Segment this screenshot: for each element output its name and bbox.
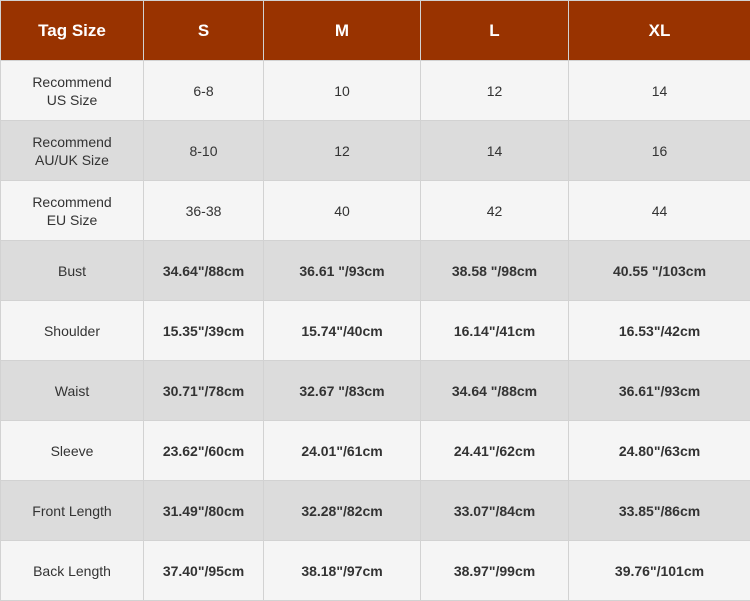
size-value-cell: 16.14"/41cm bbox=[420, 300, 569, 361]
table-row: Bust 34.64"/88cm 36.61 "/93cm 38.58 "/98cm 4… bbox=[0, 240, 750, 301]
size-value-cell: 8-10 bbox=[143, 120, 264, 181]
table-row: Sleeve 23.62"/60cm 24.01"/61cm 24.41"/62cm 2… bbox=[0, 420, 750, 481]
row-label-line1: Front Length bbox=[32, 502, 112, 519]
size-header-xl: XL bbox=[568, 0, 750, 61]
size-value-cell: 33.07"/84cm bbox=[420, 480, 569, 541]
size-value-cell: 24.01"/61cm bbox=[263, 420, 421, 481]
size-value-cell: 30.71"/78cm bbox=[143, 360, 264, 421]
size-header-m: M bbox=[263, 0, 421, 61]
size-value-cell: 38.97"/99cm bbox=[420, 540, 569, 601]
row-label-line1: Bust bbox=[57, 262, 86, 279]
size-value-cell: 39.76"/101cm bbox=[568, 540, 750, 601]
size-value-cell: 34.64 "/88cm bbox=[420, 360, 569, 421]
table-row: Recommend EU Size 36-38 40 42 44 bbox=[0, 180, 750, 241]
row-label-line1: Waist bbox=[54, 382, 90, 399]
size-value-cell: 40 bbox=[263, 180, 421, 241]
size-value-cell: 38.58 "/98cm bbox=[420, 240, 569, 301]
size-value-cell: 33.85"/86cm bbox=[568, 480, 750, 541]
row-label: Waist bbox=[0, 360, 144, 421]
row-label: Recommend AU/UK Size bbox=[0, 120, 144, 181]
row-label-line2: AU/UK Size bbox=[35, 151, 109, 168]
size-value-cell: 23.62"/60cm bbox=[143, 420, 264, 481]
size-value-cell: 40.55 "/103cm bbox=[568, 240, 750, 301]
table-row: Front Length 31.49"/80cm 32.28"/82cm 33.07"… bbox=[0, 480, 750, 541]
size-value-cell: 14 bbox=[420, 120, 569, 181]
size-value-cell: 15.35"/39cm bbox=[143, 300, 264, 361]
size-value-cell: 6-8 bbox=[143, 60, 264, 121]
size-value-cell: 16 bbox=[568, 120, 750, 181]
row-label: Bust bbox=[0, 240, 144, 301]
row-label-line1: Recommend bbox=[32, 73, 112, 90]
row-label-line1: Shoulder bbox=[43, 322, 101, 339]
header-row: Tag Size S M L XL bbox=[0, 0, 750, 61]
size-value-cell: 42 bbox=[420, 180, 569, 241]
size-header-s: S bbox=[143, 0, 264, 61]
size-value-cell: 24.41"/62cm bbox=[420, 420, 569, 481]
size-value-cell: 36-38 bbox=[143, 180, 264, 241]
table-row: Recommend US Size 6-8 10 12 14 bbox=[0, 60, 750, 121]
size-value-cell: 32.67 "/83cm bbox=[263, 360, 421, 421]
row-label-line2: US Size bbox=[46, 91, 98, 108]
row-label: Recommend EU Size bbox=[0, 180, 144, 241]
size-value-cell: 12 bbox=[263, 120, 421, 181]
table-row: Shoulder 15.35"/39cm 15.74"/40cm 16.14"/41c… bbox=[0, 300, 750, 361]
row-label: Back Length bbox=[0, 540, 144, 601]
size-value-cell: 32.28"/82cm bbox=[263, 480, 421, 541]
row-label: Shoulder bbox=[0, 300, 144, 361]
size-value-cell: 10 bbox=[263, 60, 421, 121]
row-label: Recommend US Size bbox=[0, 60, 144, 121]
row-label-line1: Recommend bbox=[32, 193, 112, 210]
tag-size-header: Tag Size bbox=[0, 0, 144, 61]
row-label-line1: Recommend bbox=[32, 133, 112, 150]
row-label: Sleeve bbox=[0, 420, 144, 481]
row-label-line1: Sleeve bbox=[50, 442, 94, 459]
size-value-cell: 31.49"/80cm bbox=[143, 480, 264, 541]
size-value-cell: 38.18"/97cm bbox=[263, 540, 421, 601]
size-header-l: L bbox=[420, 0, 569, 61]
size-value-cell: 36.61"/93cm bbox=[568, 360, 750, 421]
size-value-cell: 24.80"/63cm bbox=[568, 420, 750, 481]
row-label-line2: EU Size bbox=[46, 211, 98, 228]
size-value-cell: 44 bbox=[568, 180, 750, 241]
size-value-cell: 15.74"/40cm bbox=[263, 300, 421, 361]
size-value-cell: 12 bbox=[420, 60, 569, 121]
table-row: Waist 30.71"/78cm 32.67 "/83cm 34.64 "/88cm… bbox=[0, 360, 750, 421]
size-value-cell: 37.40"/95cm bbox=[143, 540, 264, 601]
size-value-cell: 36.61 "/93cm bbox=[263, 240, 421, 301]
size-value-cell: 34.64"/88cm bbox=[143, 240, 264, 301]
table-row: Recommend AU/UK Size 8-10 12 14 16 bbox=[0, 120, 750, 181]
table-row: Back Length 37.40"/95cm 38.18"/97cm 38.97"/… bbox=[0, 540, 750, 601]
size-value-cell: 16.53"/42cm bbox=[568, 300, 750, 361]
row-label: Front Length bbox=[0, 480, 144, 541]
row-label-line1: Back Length bbox=[33, 562, 111, 579]
size-chart-body: Recommend US Size 6-8 10 12 14 Recommend AU/UK … bbox=[0, 60, 750, 601]
size-value-cell: 14 bbox=[568, 60, 750, 121]
